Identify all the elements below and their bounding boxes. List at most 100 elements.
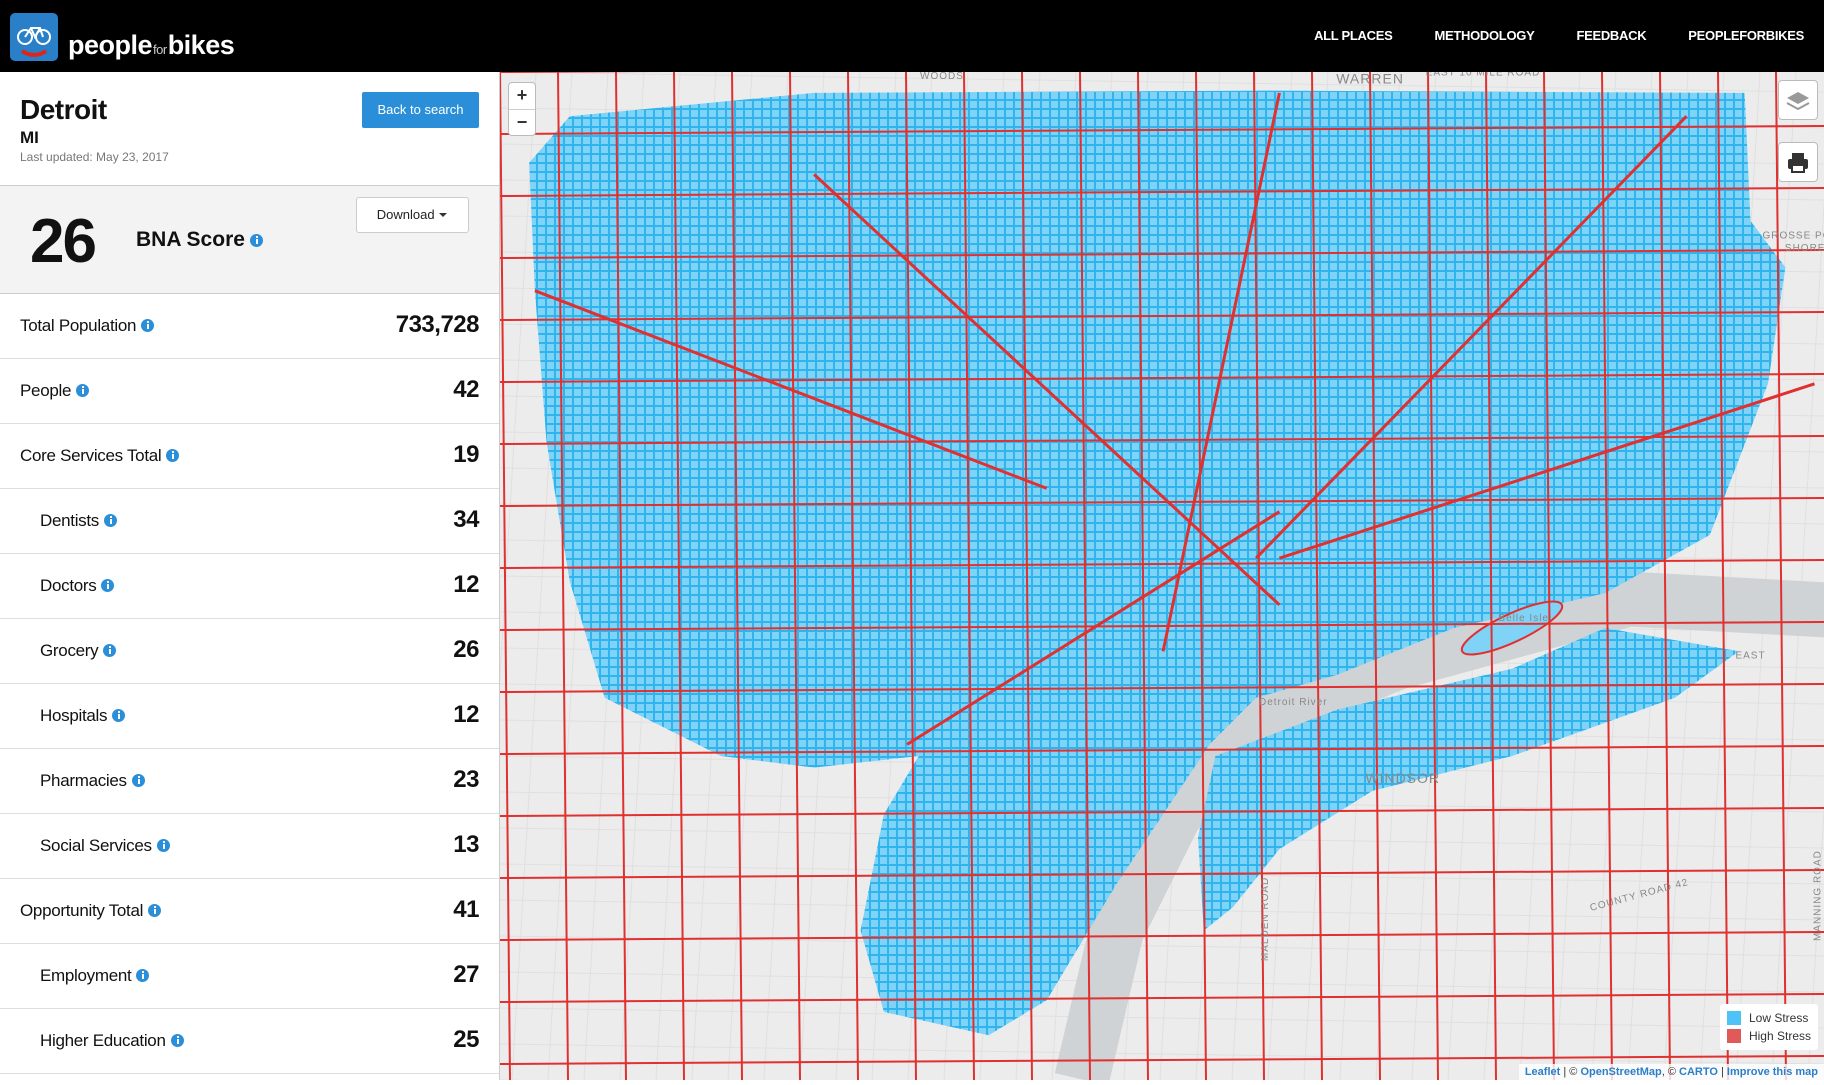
map-label: Belle Isle xyxy=(1498,613,1549,624)
attr-sep: | xyxy=(1717,1066,1727,1078)
metric-value: 19 xyxy=(453,441,479,468)
logo[interactable] xyxy=(10,13,58,61)
info-icon[interactable] xyxy=(131,774,145,787)
layers-button[interactable] xyxy=(1778,80,1818,120)
road xyxy=(499,435,1824,445)
info-icon[interactable] xyxy=(166,449,180,462)
download-button[interactable]: Download xyxy=(356,197,469,233)
street xyxy=(1771,197,1824,1081)
metric-label-text: Pharmacies xyxy=(40,771,127,790)
info-icon[interactable] xyxy=(136,969,150,982)
info-icon[interactable] xyxy=(156,839,170,852)
metric-label-text: Grocery xyxy=(40,641,99,660)
road xyxy=(906,510,1281,746)
street xyxy=(499,1007,1824,1029)
attr-sep: , © xyxy=(1661,1066,1680,1078)
carto-link[interactable]: CARTO xyxy=(1679,1066,1718,1078)
metric-value: 12 xyxy=(453,701,479,728)
road xyxy=(499,311,1824,321)
nav-link[interactable]: FEEDBACK xyxy=(1576,28,1647,43)
info-icon[interactable] xyxy=(148,904,162,917)
metric-value: 41 xyxy=(453,896,479,923)
metric-label-text: Social Services xyxy=(40,836,152,855)
zoom-in[interactable]: + xyxy=(509,83,535,110)
nav-link[interactable]: METHODOLOGY xyxy=(1434,28,1535,43)
road xyxy=(789,71,801,1081)
metric-row: Grocery 26 xyxy=(0,619,499,684)
road xyxy=(499,125,1824,135)
attr-sep: | © xyxy=(1560,1066,1581,1078)
info-icon[interactable] xyxy=(76,384,90,397)
nav-link[interactable]: ALL PLACES xyxy=(1314,28,1393,43)
street xyxy=(499,971,1824,993)
metric-row: Core Services Total 19 xyxy=(0,424,499,489)
road xyxy=(499,559,1824,569)
road xyxy=(847,71,859,1081)
low-stress-area xyxy=(529,90,1786,1036)
metric-value: 42 xyxy=(453,376,479,403)
info-icon[interactable] xyxy=(170,1034,184,1047)
road xyxy=(1079,71,1091,1081)
metric-row: Total Population 733,728 xyxy=(0,294,499,359)
road xyxy=(813,173,1281,606)
street xyxy=(1807,802,1824,1081)
back-button[interactable]: Back to search xyxy=(362,92,479,128)
score-label-text: BNA Score xyxy=(136,228,245,251)
leaflet-link[interactable]: Leaflet xyxy=(1524,1066,1561,1078)
score-value: 26 xyxy=(30,207,97,276)
metric-label-text: Core Services Total xyxy=(20,446,162,465)
metric-label-text: Opportunity Total xyxy=(20,901,144,920)
metric-label: People xyxy=(20,381,90,401)
print-button[interactable] xyxy=(1778,142,1818,182)
map-label: WOODS xyxy=(920,72,964,82)
map-label: EAST xyxy=(1735,650,1765,661)
city: Detroit xyxy=(20,94,107,125)
info-icon[interactable] xyxy=(249,234,263,247)
nav-link[interactable]: PEOPLEFORBIKES xyxy=(1688,28,1804,43)
metric-row: Hospitals 12 xyxy=(0,684,499,749)
metric-label: Grocery xyxy=(40,641,117,661)
metric-value: 27 xyxy=(453,961,479,988)
metric-row: Dentists 34 xyxy=(0,489,499,554)
improve-link[interactable]: Improve this map xyxy=(1726,1066,1818,1078)
road xyxy=(1137,71,1149,1081)
road xyxy=(1253,71,1265,1081)
metric-label-text: People xyxy=(20,381,72,400)
road xyxy=(499,683,1824,693)
info-icon[interactable] xyxy=(101,579,115,592)
street xyxy=(499,1043,1824,1065)
road xyxy=(499,931,1824,941)
road xyxy=(499,621,1824,631)
sidebar: Detroit MI Last updated: May 23, 2017 Ba… xyxy=(0,72,500,1080)
road xyxy=(1255,115,1688,560)
street xyxy=(499,899,1824,921)
info-icon[interactable] xyxy=(104,514,118,527)
legend-label: High Stress xyxy=(1748,1029,1811,1043)
legend-item: Low Stress xyxy=(1726,1009,1811,1027)
map[interactable]: WOODS WARREN EAST 10 MILE ROAD GROSSE PO SHO… xyxy=(439,63,1824,1085)
brand-people: people xyxy=(68,30,153,60)
info-icon[interactable] xyxy=(112,709,126,722)
legend-swatch xyxy=(1726,1011,1741,1025)
attribution: Leaflet | © OpenStreetMap, © CARTO | Imp… xyxy=(1518,1064,1824,1080)
metric-label-text: Hospitals xyxy=(40,706,108,725)
score-box: 26 BNA Score Download xyxy=(0,186,499,294)
road xyxy=(905,71,917,1081)
road xyxy=(557,71,569,1081)
brand[interactable]: peopleforbikes xyxy=(68,30,235,61)
metric-label-text: Dentists xyxy=(40,511,100,530)
metric-row: Employment 27 xyxy=(0,944,499,1009)
road xyxy=(499,71,511,1081)
legend-swatch xyxy=(1726,1029,1741,1043)
road xyxy=(1369,71,1381,1081)
metric-row: Pharmacies 23 xyxy=(0,749,499,814)
zoom-out[interactable]: − xyxy=(516,112,528,132)
road xyxy=(499,745,1824,755)
map-label: SHORE xyxy=(1785,243,1824,254)
info-icon[interactable] xyxy=(103,644,117,657)
osm-link[interactable]: OpenStreetMap xyxy=(1580,1066,1662,1078)
metric-label-text: Higher Education xyxy=(40,1031,166,1050)
print-icon xyxy=(1788,153,1808,173)
info-icon[interactable] xyxy=(141,319,155,332)
